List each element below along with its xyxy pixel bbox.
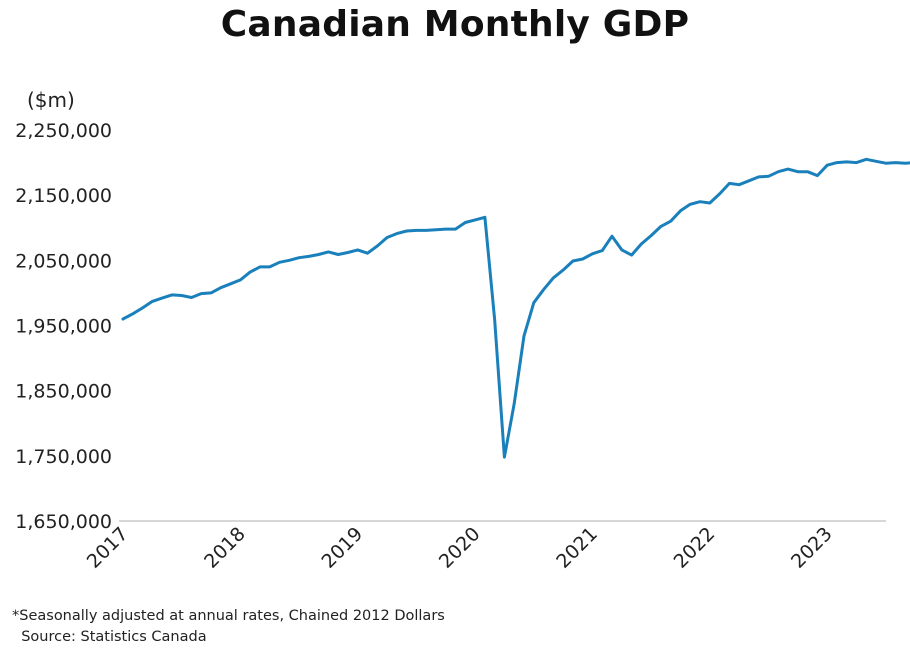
x-tick-label: 2019 xyxy=(318,523,368,573)
y-axis-ticks: 1,650,000 1,750,000 1,850,000 1,950,000 2,05… xyxy=(15,120,112,533)
y-tick-label: 1,750,000 xyxy=(15,446,112,468)
footnote-source: Source: Statistics Canada xyxy=(12,629,207,645)
y-tick-label: 1,850,000 xyxy=(15,381,112,403)
x-tick-label: 2022 xyxy=(670,523,720,573)
y-tick-label: 1,950,000 xyxy=(15,316,112,338)
x-axis-ticks: 2017 2018 2019 2020 2021 2022 2023 xyxy=(83,523,837,573)
y-tick-label: 2,250,000 xyxy=(15,120,112,142)
x-tick-label: 2020 xyxy=(435,523,485,573)
gdp-series-line xyxy=(121,157,910,459)
y-tick-label: 2,050,000 xyxy=(15,250,112,272)
chart-title: Canadian Monthly GDP xyxy=(220,4,690,45)
series-layer xyxy=(121,157,910,459)
x-tick-label: 2021 xyxy=(552,523,602,573)
chart-footnote: *Seasonally adjusted at annual rates, Ch… xyxy=(12,606,445,648)
y-tick-label: 1,650,000 xyxy=(15,511,112,533)
x-tick-label: 2023 xyxy=(787,523,837,573)
y-tick-label: 2,150,000 xyxy=(15,185,112,207)
x-tick-label: 2018 xyxy=(200,523,250,573)
footnote-note: *Seasonally adjusted at annual rates, Ch… xyxy=(12,608,445,624)
y-axis-unit-label: ($m) xyxy=(27,88,75,112)
